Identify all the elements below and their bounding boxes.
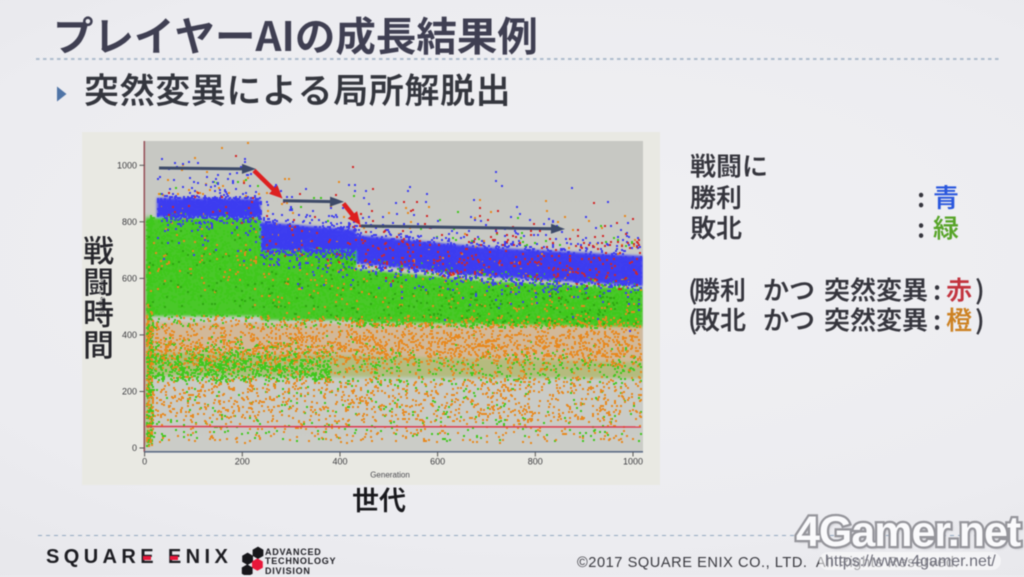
svg-text:1000: 1000: [117, 161, 137, 171]
svg-text:400: 400: [122, 330, 137, 340]
svg-text:400: 400: [332, 457, 347, 467]
svg-text:800: 800: [528, 457, 543, 467]
svg-text:600: 600: [430, 457, 445, 467]
svg-text:1000: 1000: [623, 457, 643, 467]
svg-text:Generation: Generation: [370, 471, 410, 480]
svg-text:200: 200: [235, 457, 250, 467]
svg-text:600: 600: [122, 274, 137, 284]
svg-text:Battle Time: Battle Time: [98, 278, 107, 316]
svg-text:0: 0: [132, 443, 137, 453]
svg-text:800: 800: [122, 217, 137, 227]
svg-text:200: 200: [122, 387, 137, 397]
svg-text:0: 0: [142, 457, 147, 467]
